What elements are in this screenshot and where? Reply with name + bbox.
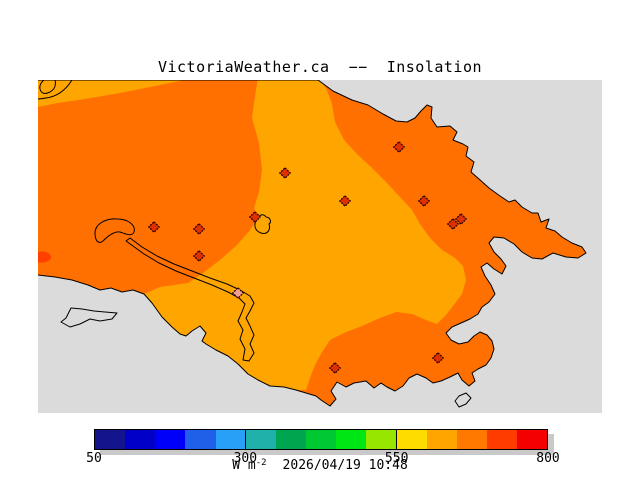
map-title: VictoriaWeather.ca −− Insolation xyxy=(157,58,483,76)
colorbar-tick-800: 800 xyxy=(536,451,560,466)
topleft-coast-arc xyxy=(38,80,73,100)
contour-region-low-central xyxy=(144,80,466,390)
colorbar-caption: W m-2 2026/04/19 10:48 xyxy=(0,458,640,473)
colorbar-segment-14 xyxy=(516,430,548,449)
station-marker-8 xyxy=(338,194,352,208)
colorbar-segment-4 xyxy=(215,430,246,449)
units-label: W m-2 xyxy=(232,458,267,473)
station-marker-6 xyxy=(392,140,406,154)
station-marker-5 xyxy=(328,361,342,375)
colorbar-segment-9 xyxy=(366,430,397,449)
colorbar-segment-7 xyxy=(305,430,337,449)
contour-region-hot-spot xyxy=(38,251,51,263)
colorbar-segment-5 xyxy=(245,430,276,449)
colorbar-segment-3 xyxy=(185,430,216,449)
station-marker-0 xyxy=(147,220,161,234)
peninsula-arm-island xyxy=(60,307,118,328)
colorbar-segment-11 xyxy=(426,430,457,449)
station-marker-3 xyxy=(192,249,206,263)
small-lake-outline xyxy=(254,214,271,234)
map-canvas xyxy=(38,80,602,413)
timestamp: 2026/04/19 10:48 xyxy=(282,458,408,473)
colorbar-tick-labels: 50 300 550 800 xyxy=(86,451,560,467)
colorbar xyxy=(94,429,548,450)
station-marker-11 xyxy=(454,212,468,226)
station-marker-7 xyxy=(278,166,292,180)
units-exponent: -2 xyxy=(255,458,267,468)
colorbar-tick-550: 550 xyxy=(384,451,409,466)
colorbar-segment-13 xyxy=(486,430,517,449)
colorbar-segment-1 xyxy=(125,430,156,449)
colorbar-segment-6 xyxy=(275,430,306,449)
station-marker-9 xyxy=(417,194,431,208)
colorbar-segment-12 xyxy=(456,430,487,449)
station-marker-2 xyxy=(248,210,262,224)
colorbar-tick-50: 50 xyxy=(86,451,102,466)
station-marker-4 xyxy=(231,286,245,300)
station-marker-12 xyxy=(431,351,445,365)
colorbar-divider-0 xyxy=(245,429,247,450)
colorbar-segment-8 xyxy=(336,430,367,449)
inland-waterway-channel xyxy=(125,237,255,362)
colorbar-divider-1 xyxy=(395,429,397,450)
contour-region-low-topleft xyxy=(38,80,195,107)
coastline-main xyxy=(38,80,587,407)
colorbar-segment-10 xyxy=(396,430,427,449)
station-markers xyxy=(147,140,468,375)
colorbar-segment-0 xyxy=(95,430,126,449)
station-marker-10 xyxy=(446,217,460,231)
insolation-map xyxy=(38,80,602,413)
colorbar-segment-2 xyxy=(155,430,186,449)
colorbar-tick-300: 300 xyxy=(233,451,258,466)
inland-waterway-head xyxy=(94,218,135,243)
station-marker-1 xyxy=(192,222,206,236)
southeast-islet xyxy=(454,392,472,408)
topleft-coast-loop xyxy=(39,80,56,94)
